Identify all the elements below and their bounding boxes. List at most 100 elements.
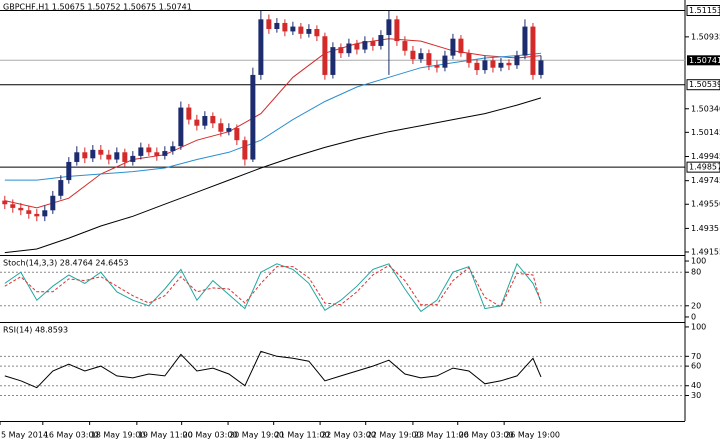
x-tick-label: 26 May 03:00 — [459, 431, 514, 440]
candle-body — [210, 116, 216, 124]
moving-average — [4, 97, 542, 254]
candle-body — [506, 62, 512, 66]
y-tick-label: 30 — [691, 391, 701, 400]
y-tick-label: 1.49745 — [691, 176, 720, 185]
indicator-line — [4, 350, 542, 389]
candle-body — [146, 147, 152, 153]
y-tick-label: 20 — [691, 301, 701, 310]
candle-body — [18, 207, 24, 211]
y-tick-label: 60 — [691, 362, 701, 371]
x-tick-label: 18 May 19:00 — [91, 431, 146, 440]
moving-average — [4, 38, 542, 209]
candle-body — [298, 26, 304, 34]
candle-body — [34, 213, 40, 217]
candle-body — [490, 60, 496, 68]
candle-body — [498, 62, 504, 68]
price-label-box — [686, 79, 720, 91]
candle-body — [154, 152, 160, 156]
x-tick-label: 20 May 03:00 — [183, 431, 238, 440]
candle-body — [266, 19, 272, 30]
x-tick-label: 26 May 19:00 — [505, 431, 560, 440]
y-tick-label: 1.50145 — [691, 128, 720, 137]
candle-body — [66, 161, 72, 181]
candle-body — [354, 43, 360, 50]
x-tick-label: 21 May 11:00 — [275, 431, 330, 440]
candle-body — [114, 152, 120, 160]
y-tick-label: 1.49945 — [691, 152, 720, 161]
candle-body — [522, 26, 528, 56]
candle-body — [122, 152, 128, 162]
candle-body — [42, 210, 48, 217]
candle-body — [202, 116, 208, 126]
hline-label: 1.51153 — [689, 6, 720, 15]
candle-body — [330, 47, 336, 75]
candle-body — [178, 107, 184, 147]
candle-body — [426, 53, 432, 66]
candle-body — [434, 65, 440, 68]
y-tick-label: 1.49155 — [691, 247, 720, 256]
candle-body — [386, 19, 392, 36]
price-label-box — [686, 161, 720, 173]
candle-body — [58, 180, 64, 196]
candle-body — [474, 62, 480, 71]
candle-body — [170, 146, 176, 152]
candle-body — [90, 149, 96, 159]
y-tick-label: 40 — [691, 381, 701, 390]
candle-body — [402, 41, 408, 51]
pane-title: RSI(14) 48.8593 — [3, 326, 68, 335]
candle-body — [138, 147, 144, 156]
candle-body — [242, 140, 248, 160]
candle-body — [234, 128, 240, 141]
candle-body — [394, 19, 400, 42]
candle-body — [378, 35, 384, 46]
indicator-line — [4, 262, 542, 313]
candle-body — [282, 22, 288, 32]
x-tick-label: 20 May 19:00 — [229, 431, 284, 440]
y-tick-label: 1.49550 — [691, 200, 720, 209]
candle-body — [338, 47, 344, 54]
price-label-box — [686, 5, 720, 17]
candle-body — [482, 60, 488, 71]
candle-body — [370, 41, 376, 46]
candle-body — [418, 53, 424, 60]
price-label-box — [687, 55, 720, 66]
candle-body — [50, 195, 56, 211]
x-tick-label: 19 May 11:00 — [138, 431, 193, 440]
y-tick-label: 1.50340 — [691, 104, 720, 113]
y-tick-label: 0 — [691, 312, 696, 321]
candle-body — [218, 123, 224, 132]
y-tick-label: 80 — [691, 268, 701, 277]
pane-title: GBPCHF,H1 1.50675 1.50752 1.50675 1.5074… — [3, 3, 192, 12]
candle-body — [250, 74, 256, 160]
candle-body — [74, 152, 80, 162]
candle-body — [82, 152, 88, 159]
x-tick-label: 23 May 11:00 — [414, 431, 469, 440]
candle-body — [162, 151, 168, 156]
candle-body — [306, 29, 312, 34]
y-tick-label: 1.50935 — [691, 32, 720, 41]
candle-body — [290, 26, 296, 32]
pane-title: Stoch(14,3,3) 28.4764 24.6453 — [3, 259, 129, 268]
hline-label: 1.50539 — [689, 80, 720, 89]
hline-label: 1.49857 — [689, 163, 720, 172]
candle-body — [514, 55, 520, 66]
x-tick-label: 22 May 03:00 — [321, 431, 376, 440]
candle-body — [538, 60, 544, 75]
y-tick-label: 1.4935 — [691, 224, 719, 233]
candle-body — [450, 38, 456, 56]
x-tick-label: 16 May 03:00 — [44, 431, 99, 440]
y-tick-label: 70 — [691, 352, 701, 361]
candle-body — [466, 53, 472, 63]
x-tick-label: 5 May 2014 — [1, 431, 48, 440]
x-tick-label: 22 May 19:00 — [367, 431, 422, 440]
candle-body — [10, 204, 16, 208]
last-price-label: 1.50741 — [689, 56, 720, 65]
candle-body — [2, 200, 8, 205]
candle-body — [186, 107, 192, 120]
candle-body — [258, 19, 264, 75]
candle-body — [530, 26, 536, 75]
candle-body — [322, 36, 328, 75]
candle-body — [130, 155, 136, 162]
